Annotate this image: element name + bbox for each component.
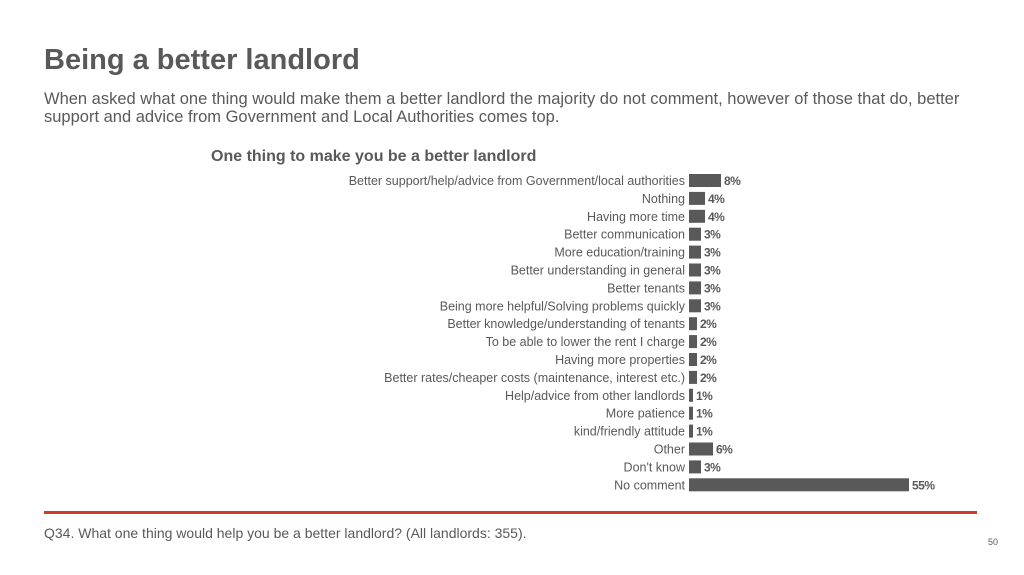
category-label: More patience <box>606 407 685 421</box>
category-label: Better rates/cheaper costs (maintenance,… <box>384 371 685 385</box>
category-label: Better communication <box>564 228 685 242</box>
category-label: kind/friendly attitude <box>574 425 685 439</box>
footer-divider <box>44 511 977 514</box>
category-label: Help/advice from other landlords <box>505 389 685 403</box>
bar <box>689 263 701 277</box>
bar <box>689 353 697 366</box>
data-label: 3% <box>704 281 721 295</box>
category-label: To be able to lower the rent I charge <box>486 335 685 349</box>
chart-title: One thing to make you be a better landlo… <box>211 148 537 165</box>
bar <box>689 191 705 205</box>
bar <box>689 442 713 456</box>
bar-chart: Better support/help/advice from Governme… <box>349 174 936 492</box>
bar <box>689 460 701 474</box>
category-label: More education/training <box>554 246 685 260</box>
category-label: Other <box>654 443 685 457</box>
bar <box>689 478 909 492</box>
category-label: Better understanding in general <box>511 264 685 278</box>
data-label: 8% <box>724 174 741 188</box>
data-label: 1% <box>696 407 713 421</box>
data-label: 1% <box>696 389 713 403</box>
bar <box>689 424 693 438</box>
data-label: 2% <box>700 335 717 349</box>
data-label: 6% <box>716 443 733 457</box>
category-label: Better tenants <box>607 281 685 295</box>
category-label: No comment <box>614 478 685 492</box>
footnote: Q34. What one thing would help you be a … <box>44 525 527 541</box>
data-label: 2% <box>700 317 717 331</box>
category-label: Better knowledge/understanding of tenant… <box>447 317 685 331</box>
bar <box>689 281 701 295</box>
category-label: Having more properties <box>555 353 685 367</box>
bar <box>689 370 697 384</box>
bar <box>689 406 693 420</box>
bar <box>689 335 697 349</box>
data-label: 1% <box>696 425 713 439</box>
data-label: 3% <box>704 460 721 474</box>
category-label: Being more helpful/Solving problems quic… <box>440 299 686 313</box>
bar <box>689 245 701 259</box>
bar <box>689 174 721 187</box>
category-label: Better support/help/advice from Governme… <box>349 174 685 188</box>
bar <box>689 209 705 223</box>
bar <box>689 388 693 402</box>
bar <box>689 317 697 331</box>
category-label: Don't know <box>624 460 686 474</box>
page-number: 50 <box>987 537 998 547</box>
data-label: 4% <box>708 192 725 206</box>
page-subtitle: When asked what one thing would make the… <box>44 90 960 126</box>
data-label: 4% <box>708 210 725 224</box>
data-label: 3% <box>704 246 721 260</box>
bar <box>689 227 701 241</box>
page-title: Being a better landlord <box>44 44 360 76</box>
data-label: 3% <box>704 228 721 242</box>
data-label: 3% <box>704 299 721 313</box>
data-label: 2% <box>700 353 717 367</box>
bar <box>689 299 701 313</box>
data-label: 55% <box>912 478 935 492</box>
category-label: Having more time <box>587 210 685 224</box>
data-label: 2% <box>700 371 717 385</box>
data-label: 3% <box>704 264 721 278</box>
category-label: Nothing <box>642 192 685 206</box>
